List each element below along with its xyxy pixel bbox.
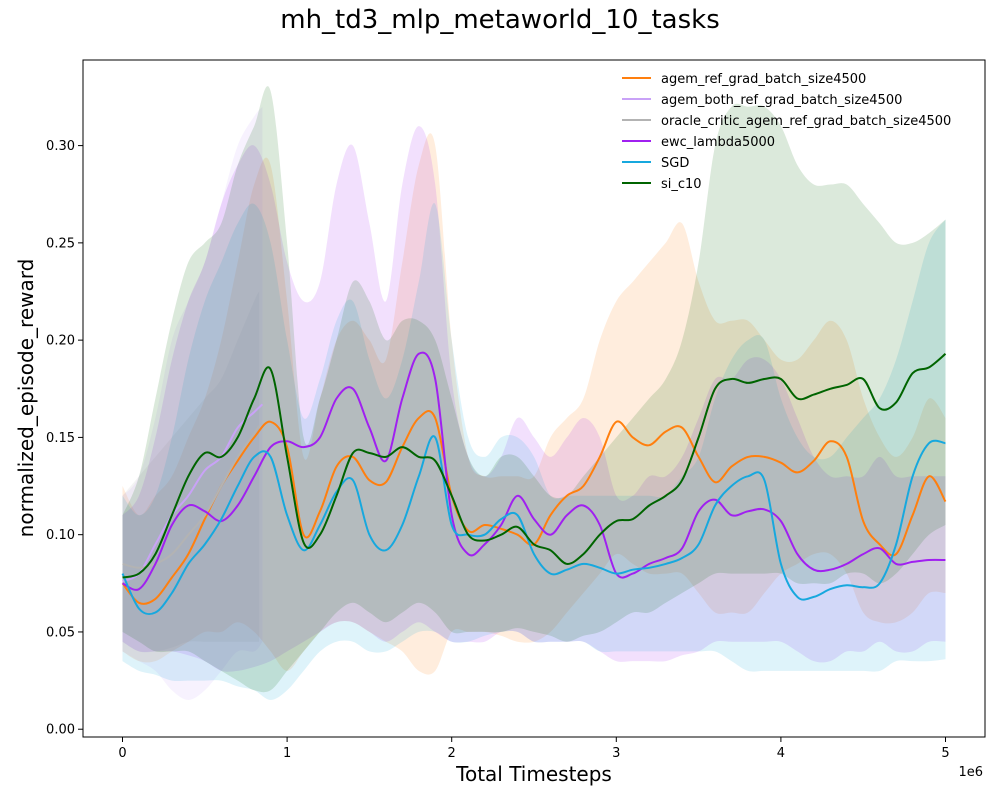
y-tick-label: 0.10 <box>46 528 75 543</box>
y-tick-label: 0.05 <box>46 625 75 640</box>
y-axis-label: normalized_episode_reward <box>14 259 38 538</box>
y-tick-label: 0.20 <box>46 334 75 349</box>
series-band-4 <box>122 202 946 700</box>
legend-label-5: si_c10 <box>661 177 702 192</box>
y-tick-label: 0.25 <box>46 236 75 251</box>
y-axis-ticks: 0.00 0.05 0.10 0.15 0.20 0.25 0.30 <box>46 139 83 738</box>
x-tick-label: 5 <box>941 746 949 761</box>
y-tick-label: 0.30 <box>46 139 75 154</box>
x-tick-label: 1 <box>283 746 291 761</box>
legend-label-3: ewc_lambda5000 <box>661 135 775 150</box>
series-band-0 <box>122 133 946 675</box>
chart-title: mh_td3_mlp_metaworld_10_tasks <box>280 5 720 35</box>
series-band-3 <box>122 126 946 672</box>
series-line-3 <box>122 351 946 591</box>
x-tick-label: 4 <box>777 746 785 761</box>
legend-label-2: oracle_critic_agem_ref_grad_batch_size45… <box>661 114 951 129</box>
x-axis-label: Total Timesteps <box>455 762 612 786</box>
legend-label-4: SGD <box>661 156 689 171</box>
series-line-4 <box>121 435 946 616</box>
series-band-5 <box>122 86 946 693</box>
y-tick-label: 0.00 <box>46 723 75 738</box>
series-lines <box>121 351 947 616</box>
series-line-5 <box>122 353 947 579</box>
x-tick-label: 3 <box>612 746 620 761</box>
uncertainty-bands <box>122 86 946 700</box>
legend-label-0: agem_ref_grad_batch_size4500 <box>661 72 866 87</box>
plot-frame <box>82 59 986 738</box>
x-axis-offset-label: 1e6 <box>958 765 983 780</box>
y-tick-label: 0.15 <box>46 431 75 446</box>
x-tick-label: 0 <box>118 746 126 761</box>
x-tick-label: 2 <box>448 746 456 761</box>
legend: agem_ref_grad_batch_size4500 agem_both_re… <box>622 72 951 192</box>
legend-label-1: agem_both_ref_grad_batch_size4500 <box>661 93 902 108</box>
x-axis-ticks: 0 1 2 3 4 5 <box>118 737 950 761</box>
